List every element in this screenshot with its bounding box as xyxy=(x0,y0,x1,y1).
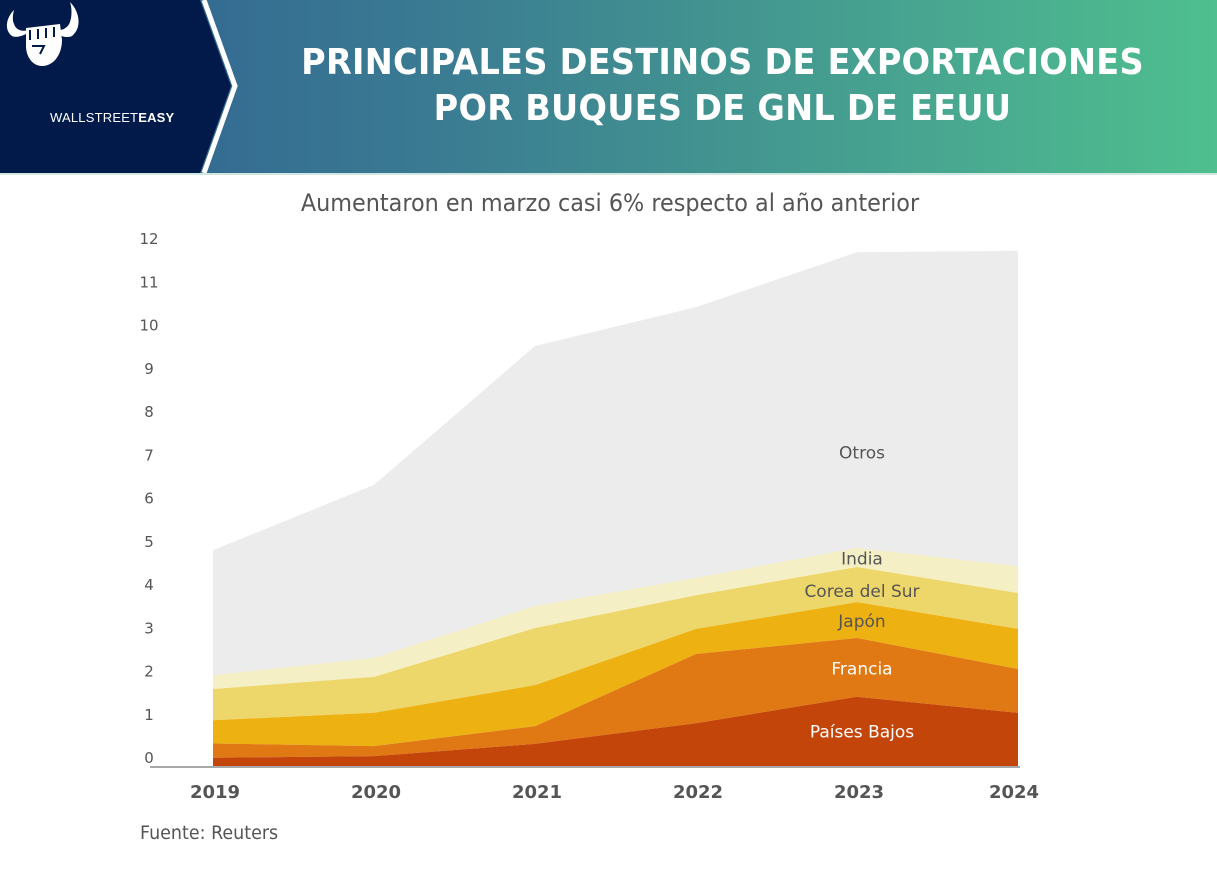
x-tick-label: 2023 xyxy=(834,782,884,803)
x-tick-label: 2019 xyxy=(190,782,240,803)
y-tick-label: 3 xyxy=(144,619,154,637)
y-tick-label: 12 xyxy=(139,230,158,248)
y-tick-label: 9 xyxy=(144,360,154,378)
page-title: PRINCIPALES DESTINOS DE EXPORTACIONES PO… xyxy=(274,40,1171,132)
x-axis-ticks: 2019 2020 2021 2022 2023 2024 xyxy=(190,782,1039,803)
header-divider xyxy=(0,173,1217,175)
area-jap-n xyxy=(213,602,1018,747)
area-corea-del-sur xyxy=(213,567,1018,721)
area-layers xyxy=(213,250,1018,766)
area-india xyxy=(213,548,1018,689)
series-label-pa-ses-bajos: Países Bajos xyxy=(810,722,914,742)
brand-panel: WALLSTREETEASY xyxy=(0,0,240,173)
area-otros xyxy=(213,250,1018,676)
series-label-corea-del-sur: Corea del Sur xyxy=(804,582,919,602)
y-tick-label: 1 xyxy=(144,706,154,724)
source-note: Fuente: Reuters xyxy=(140,822,279,844)
chart-subtitle: Aumentaron en marzo casi 6% respecto al … xyxy=(300,189,920,217)
y-tick-label: 5 xyxy=(144,533,154,551)
series-labels: Países Bajos Francia Japón Corea del Sur Ind… xyxy=(804,443,919,742)
y-tick-label: 7 xyxy=(144,446,154,464)
x-tick-label: 2021 xyxy=(512,782,562,803)
y-tick-label: 8 xyxy=(144,403,154,421)
brand-name: WALLSTREETEASY xyxy=(50,110,175,125)
y-tick-label: 6 xyxy=(144,490,154,508)
bull-horns-fist-icon xyxy=(6,2,79,66)
area-pa-ses-bajos xyxy=(213,696,1018,766)
y-tick-label: 10 xyxy=(139,317,158,335)
y-tick-label: 2 xyxy=(144,663,154,681)
title-line-2: POR BUQUES DE GNL DE EEUU xyxy=(433,88,1012,129)
y-tick-label: 4 xyxy=(144,576,154,594)
y-tick-label: 0 xyxy=(144,749,154,767)
series-label-otros: Otros xyxy=(839,443,885,463)
series-label-jap-n: Japón xyxy=(837,612,885,632)
x-tick-label: 2024 xyxy=(989,782,1039,803)
series-label-india: India xyxy=(841,549,883,569)
area-francia xyxy=(213,638,1018,758)
y-tick-label: 11 xyxy=(139,273,158,291)
title-line-1: PRINCIPALES DESTINOS DE EXPORTACIONES xyxy=(301,42,1144,83)
series-label-francia: Francia xyxy=(831,660,892,680)
x-tick-label: 2022 xyxy=(673,782,723,803)
x-tick-label: 2020 xyxy=(351,782,401,803)
